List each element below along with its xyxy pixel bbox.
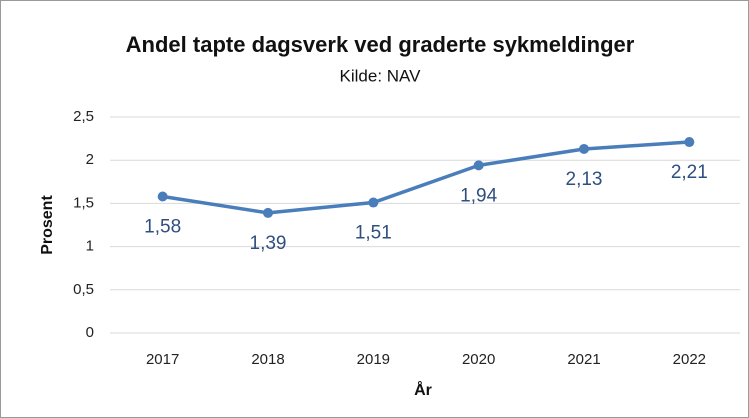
y-tick-label: 0 [86,324,94,341]
data-point [263,207,273,218]
data-point [579,143,589,154]
x-tick-label: 2018 [251,351,284,368]
y-tick-label: 1 [86,238,94,255]
chart-subtitle: Kilde: NAV [340,66,422,85]
x-tick-label: 2021 [567,351,600,368]
data-point [157,191,168,202]
data-label: 1,39 [250,233,287,254]
data-label: 1,51 [355,223,392,244]
y-tick-label: 2 [86,151,94,168]
y-tick-label: 0,5 [73,281,94,298]
x-tick-label: 2019 [357,351,390,368]
chart-title: Andel tapte dagsverk ved graderte sykmel… [126,32,635,57]
x-axis-label: År [414,380,432,399]
data-point [684,137,695,148]
y-axis-label: Prosent [39,195,56,255]
data-point [473,160,484,171]
data-point [368,197,379,208]
data-label: 2,21 [671,162,708,183]
x-tick-label: 2017 [146,351,179,368]
series-line [162,140,690,215]
data-label: 2,13 [566,169,603,190]
x-tick-label: 2022 [673,351,706,368]
x-tick-label: 2020 [462,351,495,368]
y-tick-label: 2,5 [73,108,94,125]
y-tick-label: 1,5 [73,194,94,211]
data-label: 1,94 [460,185,497,206]
data-label: 1,58 [144,217,181,238]
